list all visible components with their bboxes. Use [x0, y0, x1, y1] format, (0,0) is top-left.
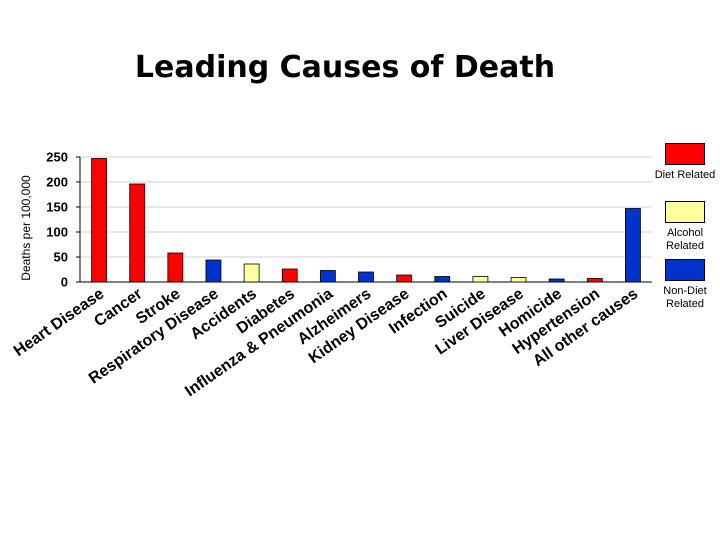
bar-all-other-causes [625, 208, 641, 283]
y-axis-label: Deaths per 100,000 [19, 175, 33, 281]
bar-respiratory-disease [205, 259, 222, 283]
bars [91, 158, 641, 283]
y-tick-label: 250 [46, 150, 68, 165]
bar-diabetes [281, 268, 298, 283]
gridlines [80, 156, 652, 258]
bar-stroke [167, 252, 184, 283]
bar-suicide [472, 276, 489, 283]
category-label: Heart Disease [11, 285, 108, 360]
legend-label-diet: Diet Related [654, 169, 716, 181]
legend-swatch-diet [665, 143, 705, 165]
y-tick-label: 50 [54, 250, 68, 265]
y-tick-label: 0 [61, 275, 68, 290]
legend-swatch-alcohol [665, 201, 705, 223]
bar-influenza-pneumonia [319, 270, 336, 283]
bar-kidney-disease [396, 274, 413, 283]
bar-homicide [548, 278, 565, 283]
bar-alzheimers [358, 271, 374, 283]
legend-label-alcohol: Alcohol Related [666, 227, 704, 252]
bar-liver-disease [510, 277, 527, 283]
bar-infection [434, 276, 451, 283]
bar-heart-disease [91, 158, 107, 283]
bar-accidents [243, 263, 260, 283]
bar-hypertension [586, 278, 603, 283]
bar-cancer [129, 183, 146, 283]
legend-label-nondiet: Non-Diet Related [663, 285, 707, 310]
chart-title: Leading Causes of Death [134, 50, 556, 85]
legend-swatch-nondiet [665, 259, 705, 281]
y-tick-label: 100 [46, 225, 68, 240]
y-tick-label: 200 [46, 175, 68, 190]
y-tick-label: 150 [46, 200, 68, 215]
